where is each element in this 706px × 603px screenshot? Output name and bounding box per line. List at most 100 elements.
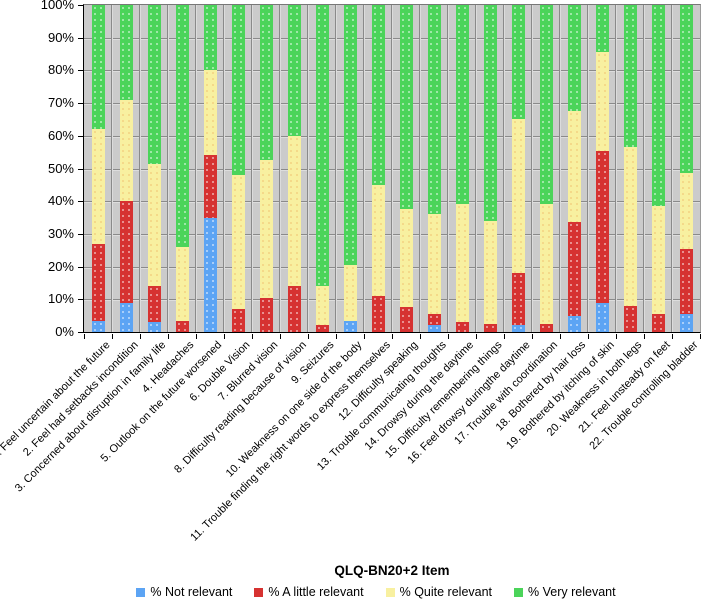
bar-segment-13--a-little-relevant — [428, 314, 441, 326]
bar-segment-17--a-little-relevant — [540, 323, 553, 332]
v-gridline — [335, 5, 337, 332]
bar-segment-5--very-relevant — [204, 5, 217, 71]
x-tick — [308, 334, 309, 339]
x-tick — [364, 334, 365, 339]
bar-16 — [512, 5, 525, 332]
bar-segment-10--not-relevant — [344, 320, 357, 332]
y-tick-label: 40% — [47, 193, 74, 208]
v-gridline — [615, 5, 617, 332]
x-tick — [336, 334, 337, 339]
legend-label: % Quite relevant — [399, 585, 493, 599]
v-gridline — [447, 5, 449, 332]
bar-segment-9--very-relevant — [316, 5, 329, 287]
y-tick — [78, 299, 83, 300]
bar-segment-6--very-relevant — [232, 5, 245, 176]
bar-segment-5--a-little-relevant — [204, 155, 217, 218]
x-tick — [644, 334, 645, 339]
bar-segment-19--quite-relevant — [596, 52, 609, 151]
bar-8 — [288, 5, 301, 332]
y-tick-label: 100% — [40, 0, 74, 12]
bar-segment-16--very-relevant — [512, 5, 525, 120]
bar-segment-11--a-little-relevant — [372, 296, 385, 332]
bar-segment-3--a-little-relevant — [148, 286, 161, 323]
x-tick — [448, 334, 449, 339]
bar-segment-7--quite-relevant — [260, 160, 273, 298]
bar-segment-3--not-relevant — [148, 322, 161, 332]
bar-19 — [596, 5, 609, 332]
bar-segment-19--a-little-relevant — [596, 150, 609, 303]
bar-segment-2--quite-relevant — [120, 99, 133, 202]
legend-label: % A little relevant — [268, 585, 364, 599]
bar-segment-22--very-relevant — [680, 5, 693, 174]
y-tick — [78, 5, 83, 6]
bar-segment-21--a-little-relevant — [652, 314, 665, 332]
bar-segment-12--quite-relevant — [400, 209, 413, 308]
bar-9 — [316, 5, 329, 332]
bar-segment-11--very-relevant — [372, 5, 385, 185]
bar-segment-17--quite-relevant — [540, 204, 553, 324]
bar-segment-16--a-little-relevant — [512, 273, 525, 326]
bar-18 — [568, 5, 581, 332]
bar-12 — [400, 5, 413, 332]
bar-segment-19--not-relevant — [596, 302, 609, 332]
legend-item-1: % Not relevant — [136, 585, 232, 599]
y-tick — [78, 103, 83, 104]
bar-segment-19--very-relevant — [596, 5, 609, 53]
bar-segment-9--quite-relevant — [316, 286, 329, 326]
bar-segment-4--a-little-relevant — [176, 320, 189, 332]
v-gridline — [223, 5, 225, 332]
bar-segment-22--quite-relevant — [680, 173, 693, 249]
bar-7 — [260, 5, 273, 332]
bar-segment-12--a-little-relevant — [400, 307, 413, 332]
v-gridline — [643, 5, 645, 332]
x-tick — [616, 334, 617, 339]
bar-15 — [484, 5, 497, 332]
bar-6 — [232, 5, 245, 332]
bar-5 — [204, 5, 217, 332]
bar-segment-7--a-little-relevant — [260, 297, 273, 332]
bar-22 — [680, 5, 693, 332]
bar-segment-9--a-little-relevant — [316, 325, 329, 332]
bar-segment-15--quite-relevant — [484, 220, 497, 324]
v-gridline — [307, 5, 309, 332]
v-gridline — [167, 5, 169, 332]
bar-segment-18--not-relevant — [568, 315, 581, 332]
v-gridline — [111, 5, 113, 332]
x-tick — [196, 334, 197, 339]
bar-segment-16--quite-relevant — [512, 119, 525, 274]
x-tick — [532, 334, 533, 339]
legend-swatch--quite-relevant — [385, 587, 395, 597]
legend-swatch--very-relevant — [514, 587, 524, 597]
bar-segment-2--not-relevant — [120, 302, 133, 332]
bar-segment-4--very-relevant — [176, 5, 189, 247]
bar-segment-8--a-little-relevant — [288, 286, 301, 332]
bar-segment-14--a-little-relevant — [456, 322, 469, 332]
y-tick-label: 0% — [55, 324, 74, 339]
v-gridline — [279, 5, 281, 332]
bar-segment-10--very-relevant — [344, 5, 357, 265]
bar-segment-20--quite-relevant — [624, 147, 637, 306]
bar-segment-13--very-relevant — [428, 5, 441, 215]
bar-segment-18--quite-relevant — [568, 111, 581, 223]
bar-segment-3--quite-relevant — [148, 163, 161, 287]
legend-swatch--not-relevant — [136, 587, 146, 597]
y-tick — [78, 267, 83, 268]
x-tick — [476, 334, 477, 339]
v-gridline — [531, 5, 533, 332]
plot-area — [83, 4, 701, 333]
bar-segment-21--very-relevant — [652, 5, 665, 207]
x-tick — [168, 334, 169, 339]
legend-item-4: % Very relevant — [514, 585, 616, 599]
bar-segment-13--not-relevant — [428, 325, 441, 332]
bar-segment-17--very-relevant — [540, 5, 553, 205]
v-gridline — [475, 5, 477, 332]
legend-swatch--a-little-relevant — [254, 587, 264, 597]
v-gridline — [587, 5, 589, 332]
bar-segment-8--quite-relevant — [288, 135, 301, 287]
v-gridline — [503, 5, 505, 332]
x-tick — [560, 334, 561, 339]
v-gridline — [671, 5, 673, 332]
bar-segment-6--quite-relevant — [232, 175, 245, 310]
bar-segment-18--very-relevant — [568, 5, 581, 112]
